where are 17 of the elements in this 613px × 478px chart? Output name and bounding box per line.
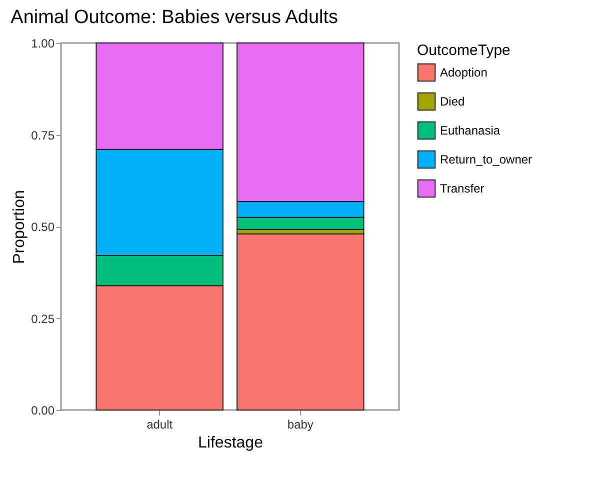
chart-title: Animal Outcome: Babies versus Adults	[10, 7, 338, 28]
bar	[236, 233, 364, 410]
legend-label: Transfer	[440, 182, 484, 196]
legend-label: Return_to_owner	[440, 152, 532, 166]
y-tick-label: 0.00	[31, 404, 55, 418]
legend-title: OutcomeType	[417, 42, 510, 59]
legend-label: Adoption	[440, 66, 488, 80]
x-axis-title: Lifestage	[198, 434, 264, 452]
legend-label: Died	[440, 94, 465, 108]
legend-label: Euthanasia	[440, 124, 500, 138]
y-tick-label: 0.50	[31, 220, 55, 234]
y-tick-label: 1.00	[31, 36, 55, 50]
y-tick-label: 0.75	[31, 128, 55, 142]
y-tick-label: 0.25	[31, 312, 55, 326]
x-tick-label: baby	[287, 418, 314, 432]
x-tick-label: adult	[146, 418, 174, 432]
y-axis-title: Proportion	[11, 190, 28, 264]
